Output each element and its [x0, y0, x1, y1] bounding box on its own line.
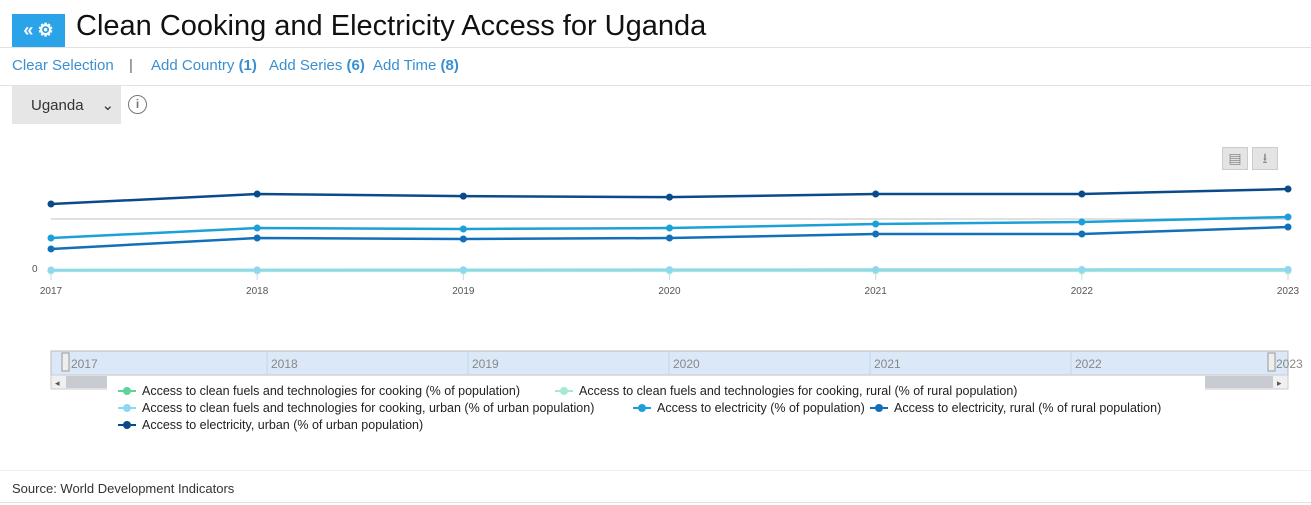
legend-item[interactable]: Access to electricity (% of population)	[633, 401, 865, 415]
divider	[0, 470, 1311, 471]
legend-marker-icon	[118, 404, 136, 412]
data-point[interactable]	[872, 190, 880, 198]
navigator-label: 2021	[874, 357, 901, 371]
country-select[interactable]: Uganda ⌄	[12, 86, 121, 124]
x-tick-label: 2017	[40, 286, 63, 297]
download-icon: ⭳	[1262, 150, 1268, 166]
collapse-icon: «	[23, 20, 34, 40]
scroll-right-icon[interactable]: ▸	[1277, 378, 1282, 388]
data-point[interactable]	[1078, 218, 1086, 226]
data-point[interactable]	[1284, 185, 1292, 193]
data-point[interactable]	[872, 220, 880, 228]
print-button[interactable]: ▤	[1222, 147, 1248, 170]
info-icon[interactable]: i	[128, 95, 147, 114]
legend-item[interactable]: Access to electricity, urban (% of urban…	[118, 418, 423, 432]
data-point[interactable]	[872, 266, 880, 274]
divider	[0, 47, 1311, 48]
navigator-right-handle[interactable]	[1267, 352, 1276, 372]
navigator-label: 2022	[1075, 357, 1102, 371]
add-country-count: (1)	[238, 57, 257, 74]
navigator-left-handle[interactable]	[61, 352, 70, 372]
add-time-count: (8)	[440, 57, 459, 74]
x-tick-label: 2020	[658, 286, 681, 297]
series-5	[47, 185, 1292, 208]
data-point[interactable]	[1284, 265, 1292, 273]
legend-label: Access to clean fuels and technologies f…	[579, 384, 1018, 398]
legend-item[interactable]: Access to electricity, rural (% of rural…	[870, 401, 1161, 415]
data-point[interactable]	[459, 192, 467, 200]
data-point[interactable]	[1284, 223, 1292, 231]
series-4	[47, 223, 1292, 253]
data-point[interactable]	[459, 266, 467, 274]
add-time-label: Add Time	[373, 57, 437, 74]
navigator-label: 2018	[271, 357, 298, 371]
legend-label: Access to electricity (% of population)	[657, 401, 865, 415]
data-point[interactable]	[666, 224, 673, 232]
data-point[interactable]	[253, 190, 261, 198]
data-point[interactable]	[459, 235, 467, 243]
navigator-label: 2019	[472, 357, 499, 371]
add-country-link[interactable]: Add Country (1)	[151, 57, 257, 74]
series-3	[47, 213, 1292, 242]
navigator-label: 2017	[71, 357, 98, 371]
x-tick-label: 2022	[1071, 286, 1094, 297]
data-point[interactable]	[47, 266, 55, 274]
line-chart: 0 2017 2018 2019 2020 2021 2022 2023 2017 2018 2…	[32, 185, 1303, 390]
data-point[interactable]	[47, 234, 55, 242]
divider	[0, 502, 1311, 503]
add-series-count: (6)	[346, 57, 365, 74]
page-title: Clean Cooking and Electricity Access for…	[76, 10, 707, 42]
data-point[interactable]	[47, 200, 55, 208]
legend-marker-icon	[633, 404, 651, 412]
navigator-label: 2020	[673, 357, 700, 371]
add-country-label: Add Country	[151, 57, 235, 74]
scrollbar-track-cover	[107, 376, 1205, 390]
link-separator: |	[129, 57, 133, 74]
legend-marker-icon	[870, 404, 888, 412]
data-point[interactable]	[1078, 190, 1086, 198]
scroll-left-icon[interactable]: ◂	[55, 378, 60, 388]
legend-item[interactable]: Access to clean fuels and technologies f…	[118, 401, 594, 415]
data-point[interactable]	[253, 234, 261, 242]
data-point[interactable]	[666, 234, 673, 242]
x-tick-label: 2021	[865, 286, 888, 297]
settings-toggle-button[interactable]: «⚙	[12, 14, 65, 47]
print-icon: ▤	[1228, 150, 1242, 166]
data-point[interactable]	[1284, 213, 1292, 221]
add-series-label: Add Series	[269, 57, 343, 74]
legend-marker-icon	[118, 387, 136, 395]
x-tick-label: 2023	[1277, 286, 1300, 297]
divider	[0, 85, 1311, 86]
data-point[interactable]	[1078, 265, 1086, 273]
legend-item[interactable]: Access to clean fuels and technologies f…	[118, 384, 520, 398]
series-2	[47, 265, 1292, 274]
data-point[interactable]	[666, 193, 673, 201]
data-point[interactable]	[872, 230, 880, 238]
navigator-label: 2023	[1276, 357, 1303, 371]
x-tick-label: 2018	[246, 286, 269, 297]
add-time-link[interactable]: Add Time (8)	[373, 57, 459, 74]
clear-selection-link[interactable]: Clear Selection	[12, 57, 114, 74]
legend-label: Access to electricity, urban (% of urban…	[142, 418, 424, 432]
download-button[interactable]: ⭳	[1252, 147, 1278, 170]
country-select-value: Uganda	[31, 96, 84, 114]
legend-item[interactable]: Access to clean fuels and technologies f…	[555, 384, 1017, 398]
legend-marker-icon	[118, 421, 136, 429]
legend-marker-icon	[555, 387, 573, 395]
legend-label: Access to clean fuels and technologies f…	[142, 401, 595, 415]
chevron-down-icon: ⌄	[101, 97, 115, 114]
gear-icon: ⚙	[37, 20, 54, 40]
data-point[interactable]	[1078, 230, 1086, 238]
source-note: Source: World Development Indicators	[12, 481, 235, 496]
data-point[interactable]	[459, 225, 467, 233]
legend-label: Access to electricity, rural (% of rural…	[894, 401, 1162, 415]
data-point[interactable]	[253, 224, 261, 232]
y-tick-label: 0	[32, 264, 38, 275]
x-tick-label: 2019	[452, 286, 475, 297]
data-point[interactable]	[253, 266, 261, 274]
data-point[interactable]	[666, 266, 673, 274]
data-point[interactable]	[47, 245, 55, 253]
legend-label: Access to clean fuels and technologies f…	[142, 384, 521, 398]
add-series-link[interactable]: Add Series (6)	[269, 57, 365, 74]
